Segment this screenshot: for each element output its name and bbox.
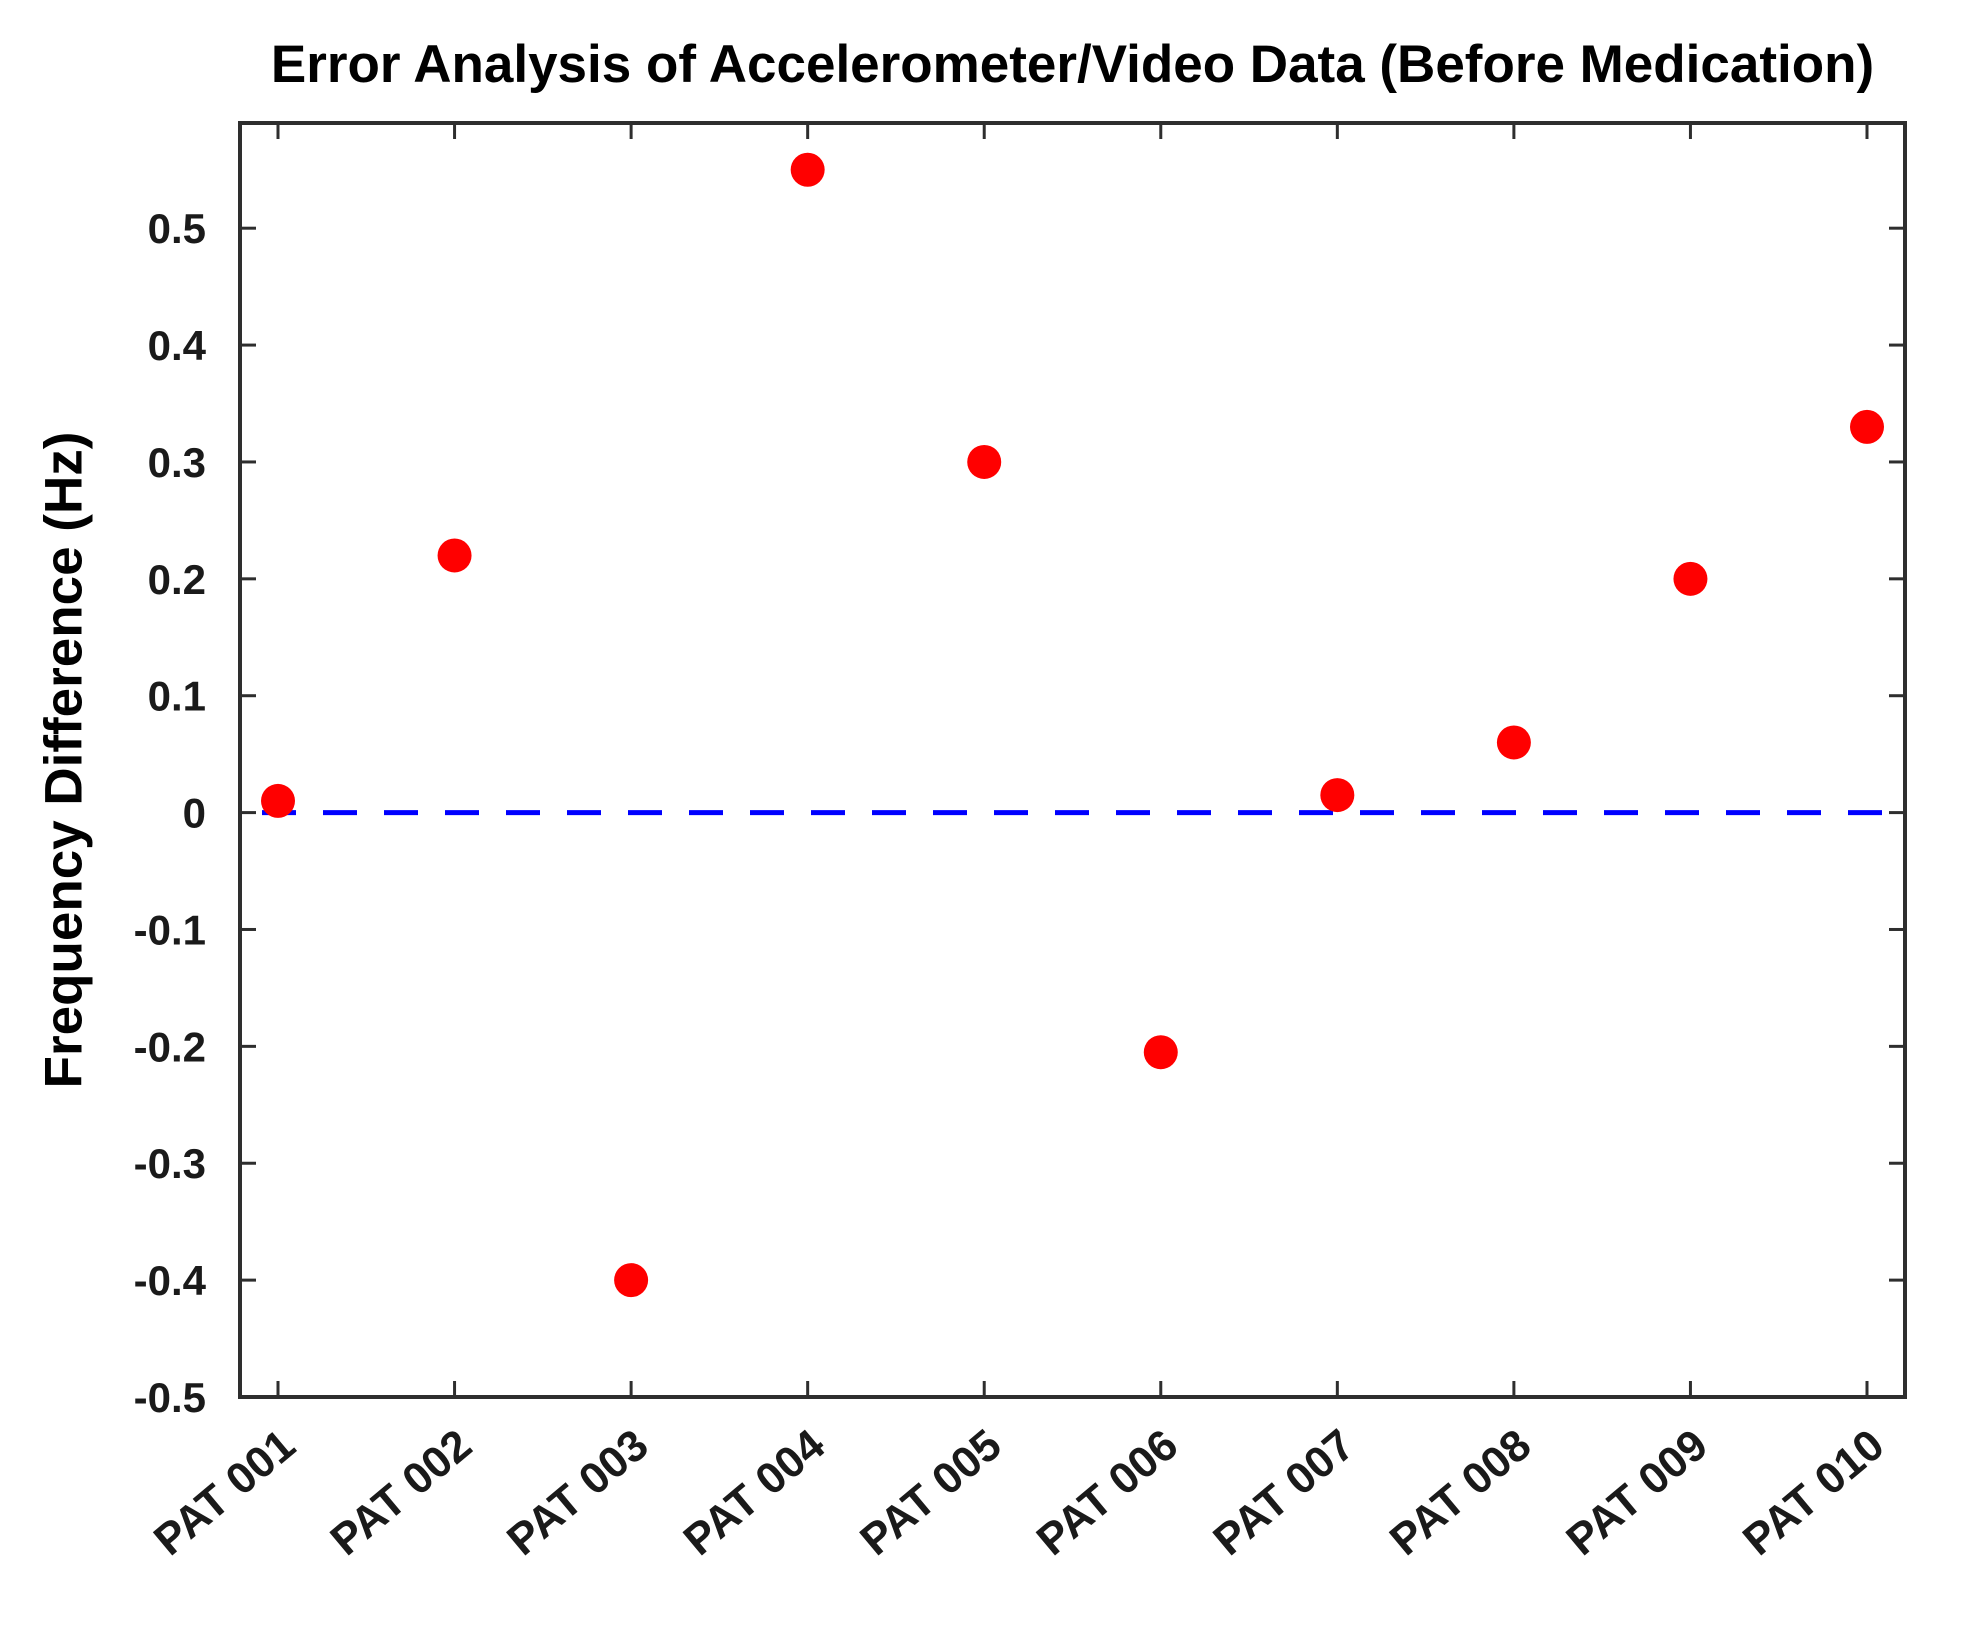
y-tick-label: -0.3 (134, 1140, 206, 1187)
chart-title: Error Analysis of Accelerometer/Video Da… (270, 35, 1875, 94)
y-tick-label: -0.4 (134, 1257, 207, 1304)
y-tick-label: 0.2 (148, 556, 206, 603)
data-point (261, 783, 295, 818)
x-tick-label: PAT 006 (1028, 1420, 1188, 1565)
x-tick-label: PAT 010 (1734, 1420, 1894, 1565)
x-tick-label: PAT 003 (498, 1420, 658, 1565)
data-point (1496, 725, 1531, 760)
x-tick-label: PAT 008 (1381, 1420, 1541, 1565)
x-tick-label: PAT 005 (851, 1420, 1011, 1565)
y-tick-label: -0.2 (134, 1023, 206, 1070)
y-tick-label: 0.3 (148, 439, 206, 486)
x-tick-label: PAT 007 (1204, 1420, 1364, 1565)
x-tick-label: PAT 002 (321, 1420, 481, 1565)
x-tick-label: PAT 009 (1557, 1420, 1717, 1565)
y-tick-label: -0.1 (134, 906, 206, 953)
y-tick-label: 0 (183, 790, 206, 837)
data-point (790, 152, 825, 187)
x-tick-label: PAT 004 (675, 1420, 835, 1565)
data-point (1673, 561, 1708, 596)
data-point (1850, 409, 1884, 444)
y-tick-label: 0.4 (148, 322, 207, 369)
plot-box (238, 121, 1907, 1399)
data-point (437, 538, 472, 573)
y-tick-label: 0.1 (148, 673, 206, 720)
data-point (967, 444, 1002, 479)
x-tick-label: PAT 001 (145, 1420, 305, 1565)
y-tick-label: 0.5 (148, 205, 206, 252)
data-point (1320, 778, 1355, 813)
data-point (614, 1263, 649, 1298)
data-point (1143, 1035, 1178, 1070)
y-tick-label: -0.5 (134, 1374, 206, 1421)
